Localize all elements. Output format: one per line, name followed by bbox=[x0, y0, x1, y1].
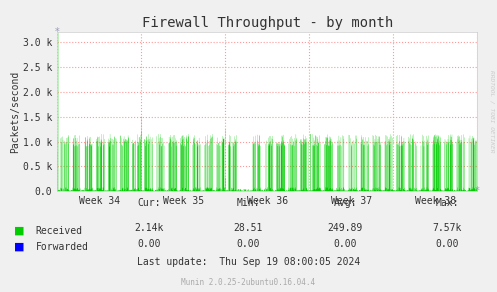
Text: 0.00: 0.00 bbox=[137, 239, 161, 249]
Text: 249.89: 249.89 bbox=[328, 223, 363, 233]
Text: Cur:: Cur: bbox=[137, 198, 161, 208]
Text: Forwarded: Forwarded bbox=[36, 242, 88, 252]
Text: *: * bbox=[55, 27, 60, 37]
Text: Munin 2.0.25-2ubuntu0.16.04.4: Munin 2.0.25-2ubuntu0.16.04.4 bbox=[181, 278, 316, 287]
Text: Received: Received bbox=[36, 226, 83, 236]
Text: Last update:  Thu Sep 19 08:00:05 2024: Last update: Thu Sep 19 08:00:05 2024 bbox=[137, 257, 360, 267]
Text: Avg:: Avg: bbox=[333, 198, 357, 208]
Title: Firewall Throughput - by month: Firewall Throughput - by month bbox=[142, 15, 393, 29]
Text: ■: ■ bbox=[14, 242, 24, 252]
Text: 0.00: 0.00 bbox=[237, 239, 260, 249]
Text: RRDTOOL / TOBI OETIKER: RRDTOOL / TOBI OETIKER bbox=[490, 70, 495, 152]
Text: 0.00: 0.00 bbox=[333, 239, 357, 249]
Text: 0.00: 0.00 bbox=[435, 239, 459, 249]
Y-axis label: Packets/second: Packets/second bbox=[10, 71, 20, 153]
Text: 28.51: 28.51 bbox=[234, 223, 263, 233]
Text: Min:: Min: bbox=[237, 198, 260, 208]
Text: ■: ■ bbox=[14, 226, 24, 236]
Text: Max:: Max: bbox=[435, 198, 459, 208]
Text: 2.14k: 2.14k bbox=[134, 223, 164, 233]
Text: *: * bbox=[475, 186, 480, 196]
Text: 7.57k: 7.57k bbox=[432, 223, 462, 233]
